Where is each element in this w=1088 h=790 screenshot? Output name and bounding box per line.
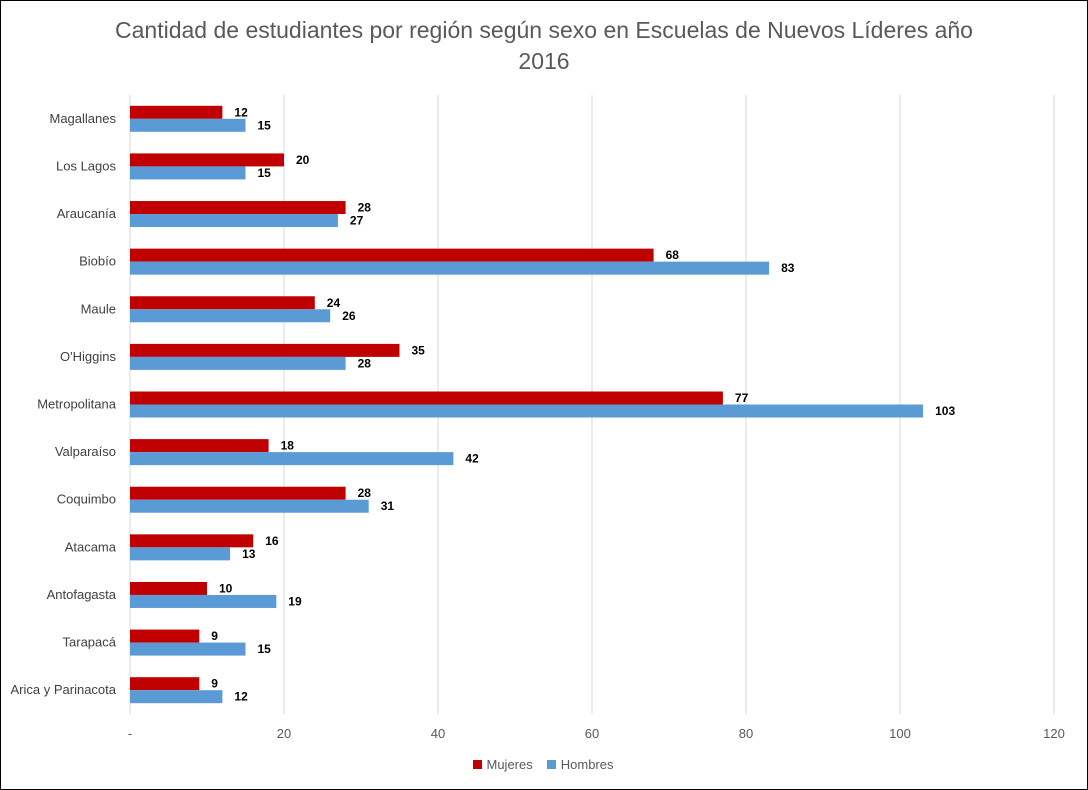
category-label: Maule	[81, 301, 116, 316]
data-label-mujeres: 68	[666, 248, 680, 262]
bar-hombres	[130, 356, 346, 370]
legend-item-mujeres: Mujeres	[472, 757, 533, 772]
bar-mujeres	[130, 629, 200, 643]
category-label: O'Higgins	[60, 349, 116, 364]
x-tick-label-40: 40	[431, 726, 445, 741]
bar-mujeres	[130, 201, 346, 215]
data-label-hombres: 103	[935, 404, 955, 418]
bar-hombres	[130, 309, 331, 323]
bar-hombres	[130, 642, 246, 656]
data-label-mujeres: 9	[211, 629, 218, 643]
x-tick-label-0: -	[128, 726, 132, 741]
legend-swatch-hombres	[546, 760, 556, 769]
legend: Mujeres Hombres	[0, 757, 1086, 772]
legend-swatch-mujeres	[472, 760, 482, 769]
bar-hombres	[130, 452, 454, 466]
category-label: Araucanía	[57, 206, 117, 221]
data-label-hombres: 19	[288, 594, 302, 608]
data-label-hombres: 15	[258, 642, 272, 656]
data-label-mujeres: 24	[327, 296, 341, 310]
data-label-mujeres: 28	[358, 486, 372, 500]
data-label-hombres: 12	[234, 690, 248, 704]
category-label: Arica y Parinacota	[11, 682, 117, 697]
data-label-mujeres: 18	[281, 439, 295, 453]
data-label-mujeres: 20	[296, 153, 310, 167]
data-label-mujeres: 10	[219, 581, 233, 595]
category-label: Magallanes	[50, 111, 117, 126]
data-label-hombres: 42	[465, 452, 479, 466]
chart-title: Cantidad de estudiantes por región según…	[1, 15, 1087, 77]
category-label: Tarapacá	[63, 635, 117, 650]
bar-mujeres	[130, 343, 400, 357]
category-label: Metropolitana	[37, 397, 117, 412]
data-label-hombres: 15	[258, 118, 272, 132]
x-tick-label-80: 80	[739, 726, 753, 741]
data-label-mujeres: 28	[358, 201, 372, 215]
chart-title-line-1: Cantidad de estudiantes por región según…	[115, 17, 973, 43]
bar-hombres	[130, 594, 277, 608]
bar-mujeres	[130, 296, 315, 310]
bar-mujeres	[130, 153, 284, 167]
bar-mujeres	[130, 486, 346, 500]
data-label-hombres: 31	[381, 499, 395, 513]
x-tick-label-100: 100	[889, 726, 911, 741]
bar-mujeres	[130, 391, 723, 405]
legend-item-hombres: Hombres	[546, 757, 614, 772]
x-tick-label-20: 20	[277, 726, 291, 741]
category-label: Biobío	[79, 254, 116, 269]
data-label-hombres: 28	[358, 356, 372, 370]
x-tick-label-120: 120	[1043, 726, 1065, 741]
bar-mujeres	[130, 439, 269, 453]
x-tick-label-60: 60	[585, 726, 599, 741]
data-label-mujeres: 9	[211, 677, 218, 691]
data-label-hombres: 15	[258, 166, 272, 180]
category-label: Atacama	[65, 539, 117, 554]
bar-hombres	[130, 404, 924, 418]
bar-hombres	[130, 261, 770, 275]
data-label-hombres: 26	[342, 309, 356, 323]
legend-label-mujeres: Mujeres	[486, 757, 533, 772]
chart-title-line-2: 2016	[518, 48, 570, 74]
bar-hombres	[130, 499, 369, 513]
legend-label-hombres: Hombres	[560, 757, 614, 772]
bar-mujeres	[130, 248, 654, 262]
bar-hombres	[130, 214, 338, 228]
bar-hombres	[130, 690, 223, 704]
data-label-mujeres: 16	[265, 534, 279, 548]
bar-hombres	[130, 118, 246, 132]
category-label: Valparaíso	[55, 444, 116, 459]
data-label-mujeres: 77	[735, 391, 749, 405]
bar-mujeres	[130, 677, 200, 691]
bar-hombres	[130, 547, 231, 561]
data-label-hombres: 13	[242, 547, 256, 561]
category-label: Antofagasta	[47, 587, 117, 602]
data-label-hombres: 27	[350, 214, 364, 228]
bar-hombres	[130, 166, 246, 180]
category-label: Coquimbo	[57, 492, 116, 507]
bar-mujeres	[130, 105, 223, 119]
data-label-mujeres: 35	[412, 343, 426, 357]
bar-mujeres	[130, 581, 207, 595]
category-label: Los Lagos	[56, 158, 116, 173]
data-label-mujeres: 12	[234, 105, 248, 119]
data-label-hombres: 83	[781, 261, 795, 275]
bar-mujeres	[130, 534, 254, 548]
